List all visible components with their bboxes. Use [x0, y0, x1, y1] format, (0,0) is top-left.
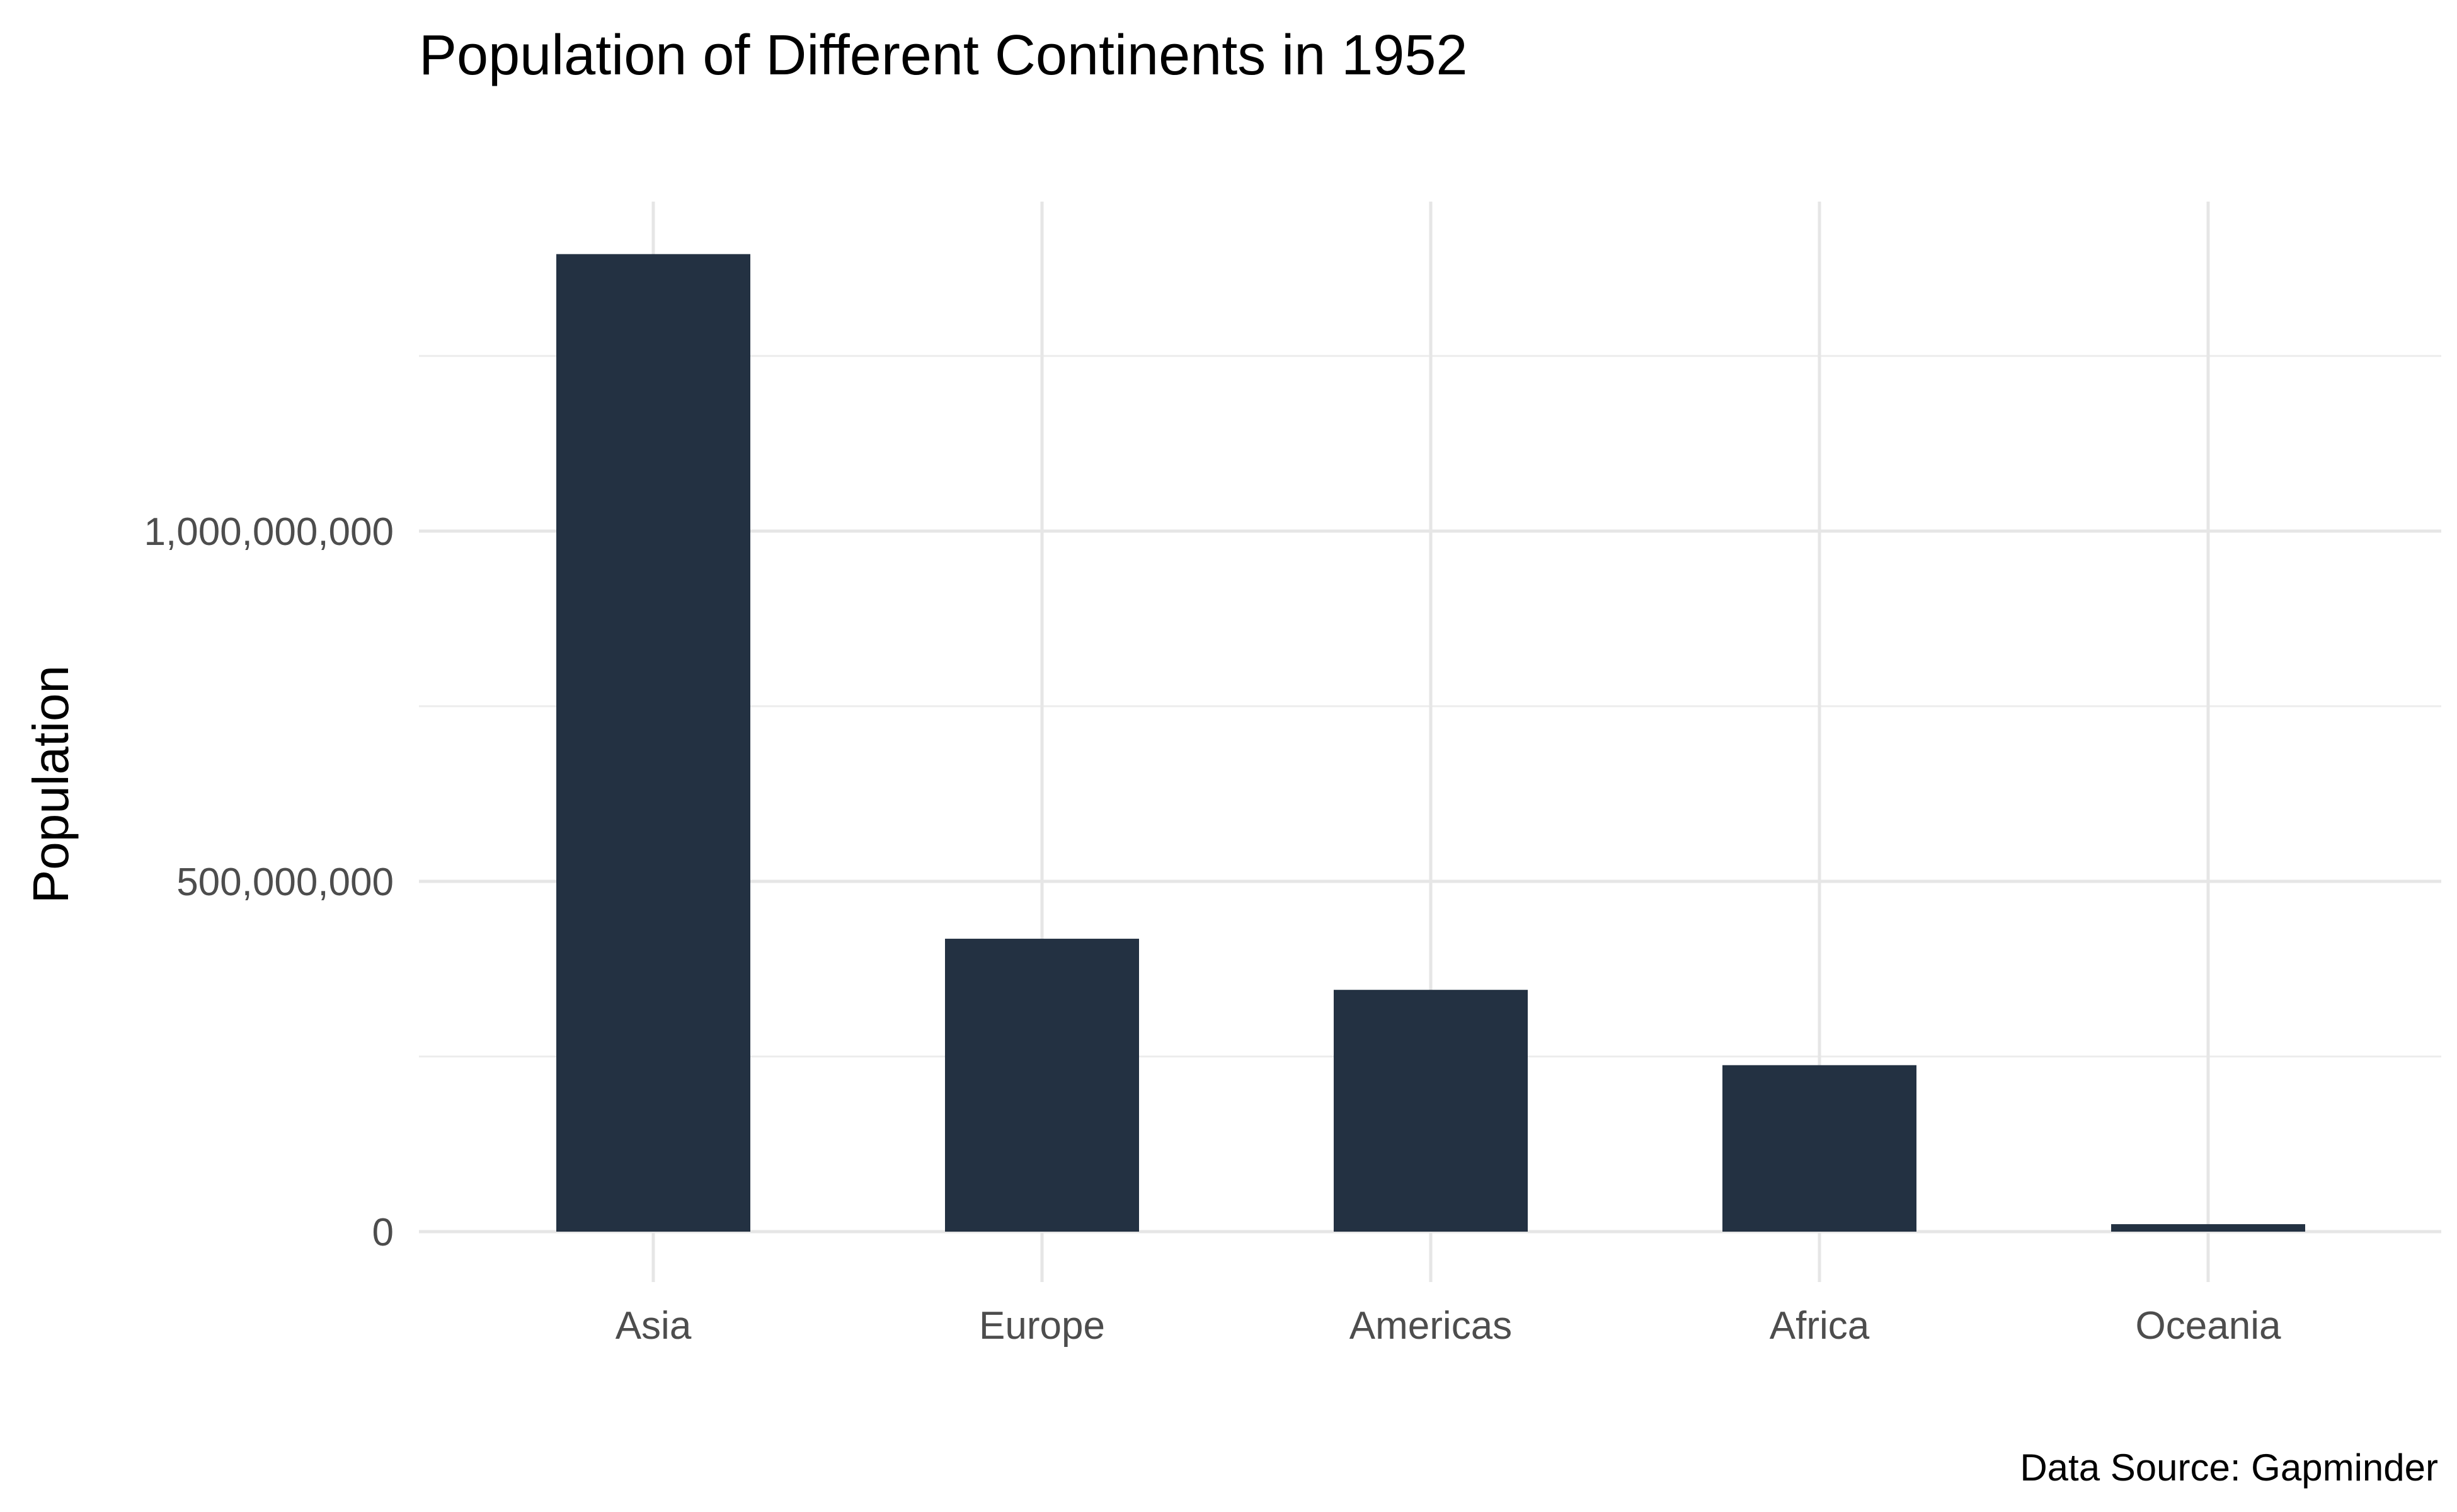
- y-axis-title: Population: [23, 665, 79, 903]
- bar-asia: [556, 254, 750, 1232]
- bar-americas: [1334, 990, 1528, 1232]
- bars: [556, 254, 2305, 1232]
- y-tick-label: 0: [372, 1211, 394, 1254]
- x-tick-label: Asia: [616, 1304, 692, 1348]
- bar-africa: [1722, 1065, 1916, 1232]
- bar-oceania: [2111, 1224, 2305, 1232]
- chart-title: Population of Different Continents in 19…: [419, 24, 1467, 87]
- y-tick-labels: 0 500,000,000 1,000,000,000: [144, 510, 394, 1254]
- x-tick-label: Oceania: [2136, 1304, 2281, 1348]
- x-tick-label: Europe: [979, 1304, 1105, 1348]
- x-tick-labels: Asia Europe Americas Africa Oceania: [616, 1304, 2281, 1348]
- x-tick-label: Americas: [1349, 1304, 1512, 1348]
- y-tick-label: 500,000,000: [176, 861, 394, 904]
- y-tick-label: 1,000,000,000: [144, 510, 394, 554]
- x-tick-label: Africa: [1770, 1304, 1870, 1348]
- chart-caption: Data Source: Gapminder: [2020, 1446, 2438, 1489]
- bar-europe: [945, 939, 1139, 1232]
